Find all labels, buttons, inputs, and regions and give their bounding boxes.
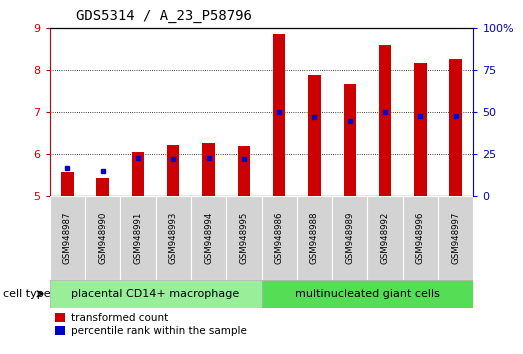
Bar bbox=[308, 75, 321, 196]
Text: GSM948988: GSM948988 bbox=[310, 212, 319, 264]
Bar bbox=[120, 196, 155, 280]
Text: GSM948986: GSM948986 bbox=[275, 212, 283, 264]
Bar bbox=[438, 196, 473, 280]
Text: GSM948990: GSM948990 bbox=[98, 212, 107, 264]
Bar bbox=[167, 145, 179, 196]
Text: GSM948989: GSM948989 bbox=[345, 212, 354, 264]
Text: GDS5314 / A_23_P58796: GDS5314 / A_23_P58796 bbox=[76, 9, 252, 23]
Legend: transformed count, percentile rank within the sample: transformed count, percentile rank withi… bbox=[55, 313, 246, 336]
Bar bbox=[332, 196, 367, 280]
Bar bbox=[132, 152, 144, 196]
Bar bbox=[96, 178, 109, 196]
Bar bbox=[202, 143, 215, 196]
Bar bbox=[226, 196, 262, 280]
Text: GSM948991: GSM948991 bbox=[133, 212, 142, 264]
Bar bbox=[344, 84, 356, 196]
Bar bbox=[156, 196, 191, 280]
Bar bbox=[449, 58, 462, 196]
Bar bbox=[85, 196, 120, 280]
Bar bbox=[50, 280, 262, 308]
Text: placental CD14+ macrophage: placental CD14+ macrophage bbox=[72, 289, 240, 299]
Text: GSM948995: GSM948995 bbox=[240, 212, 248, 264]
Bar bbox=[50, 196, 85, 280]
Bar bbox=[61, 172, 74, 196]
Bar bbox=[237, 146, 250, 196]
Text: cell type: cell type bbox=[3, 289, 50, 299]
Text: GSM948994: GSM948994 bbox=[204, 212, 213, 264]
Text: GSM948987: GSM948987 bbox=[63, 212, 72, 264]
Bar bbox=[273, 34, 286, 196]
Bar bbox=[379, 45, 391, 196]
Bar bbox=[262, 280, 473, 308]
Bar bbox=[414, 63, 427, 196]
Bar bbox=[367, 196, 403, 280]
Bar bbox=[191, 196, 226, 280]
Text: GSM948992: GSM948992 bbox=[381, 212, 390, 264]
Text: GSM948996: GSM948996 bbox=[416, 212, 425, 264]
Bar bbox=[403, 196, 438, 280]
Bar bbox=[297, 196, 332, 280]
Text: GSM948993: GSM948993 bbox=[169, 212, 178, 264]
Text: GSM948997: GSM948997 bbox=[451, 212, 460, 264]
Text: multinucleated giant cells: multinucleated giant cells bbox=[295, 289, 440, 299]
Bar bbox=[262, 196, 297, 280]
